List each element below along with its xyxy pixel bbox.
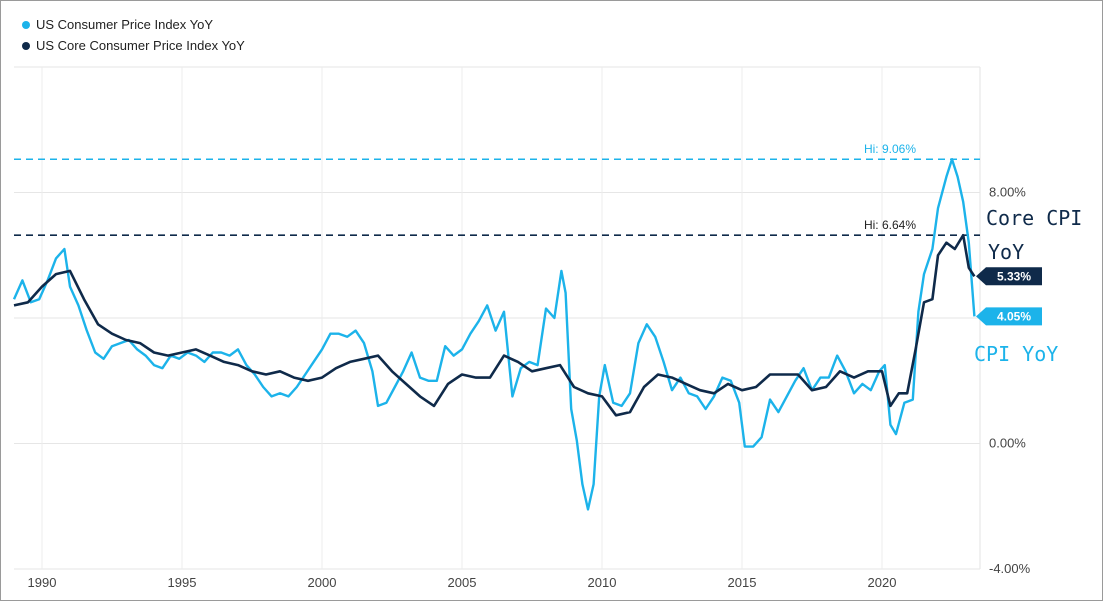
reference-lines: Hi: 9.06% Hi: 6.64% [14, 142, 980, 236]
legend-item-cpi: US Consumer Price Index YoY [22, 14, 245, 35]
x-axis: 1990 1995 2000 2005 2010 2015 2020 [28, 575, 897, 590]
value-badges: 4.05% 5.33% [976, 267, 1042, 326]
y-tick-label: 8.00% [989, 185, 1026, 200]
legend-swatch-cpi [22, 20, 30, 29]
x-tick-label: 2015 [728, 575, 757, 590]
annotation-core-cpi-line2: YoY [988, 240, 1024, 264]
legend-label-cpi: US Consumer Price Index YoY [36, 17, 214, 32]
legend-item-core: US Core Consumer Price Index YoY [22, 35, 245, 56]
y-tick-label: -4.00% [989, 561, 1031, 576]
badge-shape [976, 307, 1042, 326]
reference-line-label: Hi: 6.64% [864, 218, 916, 232]
annotation-core-cpi-line1: Core CPI [986, 206, 1082, 230]
annotation-cpi: CPI YoY [974, 342, 1058, 366]
x-tick-label: 2000 [308, 575, 337, 590]
reference-line-label: Hi: 9.06% [864, 142, 916, 156]
badge-label: 5.33% [997, 269, 1031, 283]
annotations: Core CPI YoY CPI YoY [974, 206, 1082, 366]
series-line-core-cpi [13, 233, 976, 417]
series-line-cpi [12, 158, 976, 511]
x-tick-label: 2020 [868, 575, 897, 590]
y-axis: -4.00% 0.00% 8.00% [989, 185, 1031, 577]
legend-label-core: US Core Consumer Price Index YoY [36, 38, 245, 53]
badge-shape [976, 267, 1042, 286]
y-tick-label: 0.00% [989, 436, 1026, 451]
x-tick-label: 1990 [28, 575, 57, 590]
badge-label: 4.05% [997, 309, 1031, 323]
x-tick-label: 2010 [588, 575, 617, 590]
chart-legend: US Consumer Price Index YoY US Core Cons… [22, 14, 245, 56]
chart-series [12, 158, 976, 511]
legend-swatch-core [22, 41, 30, 50]
x-tick-label: 1995 [168, 575, 197, 590]
x-tick-label: 2005 [448, 575, 477, 590]
chart-grid [14, 66, 981, 570]
badge-core-cpi: 5.33% [976, 267, 1042, 286]
badge-cpi: 4.05% [976, 307, 1042, 326]
